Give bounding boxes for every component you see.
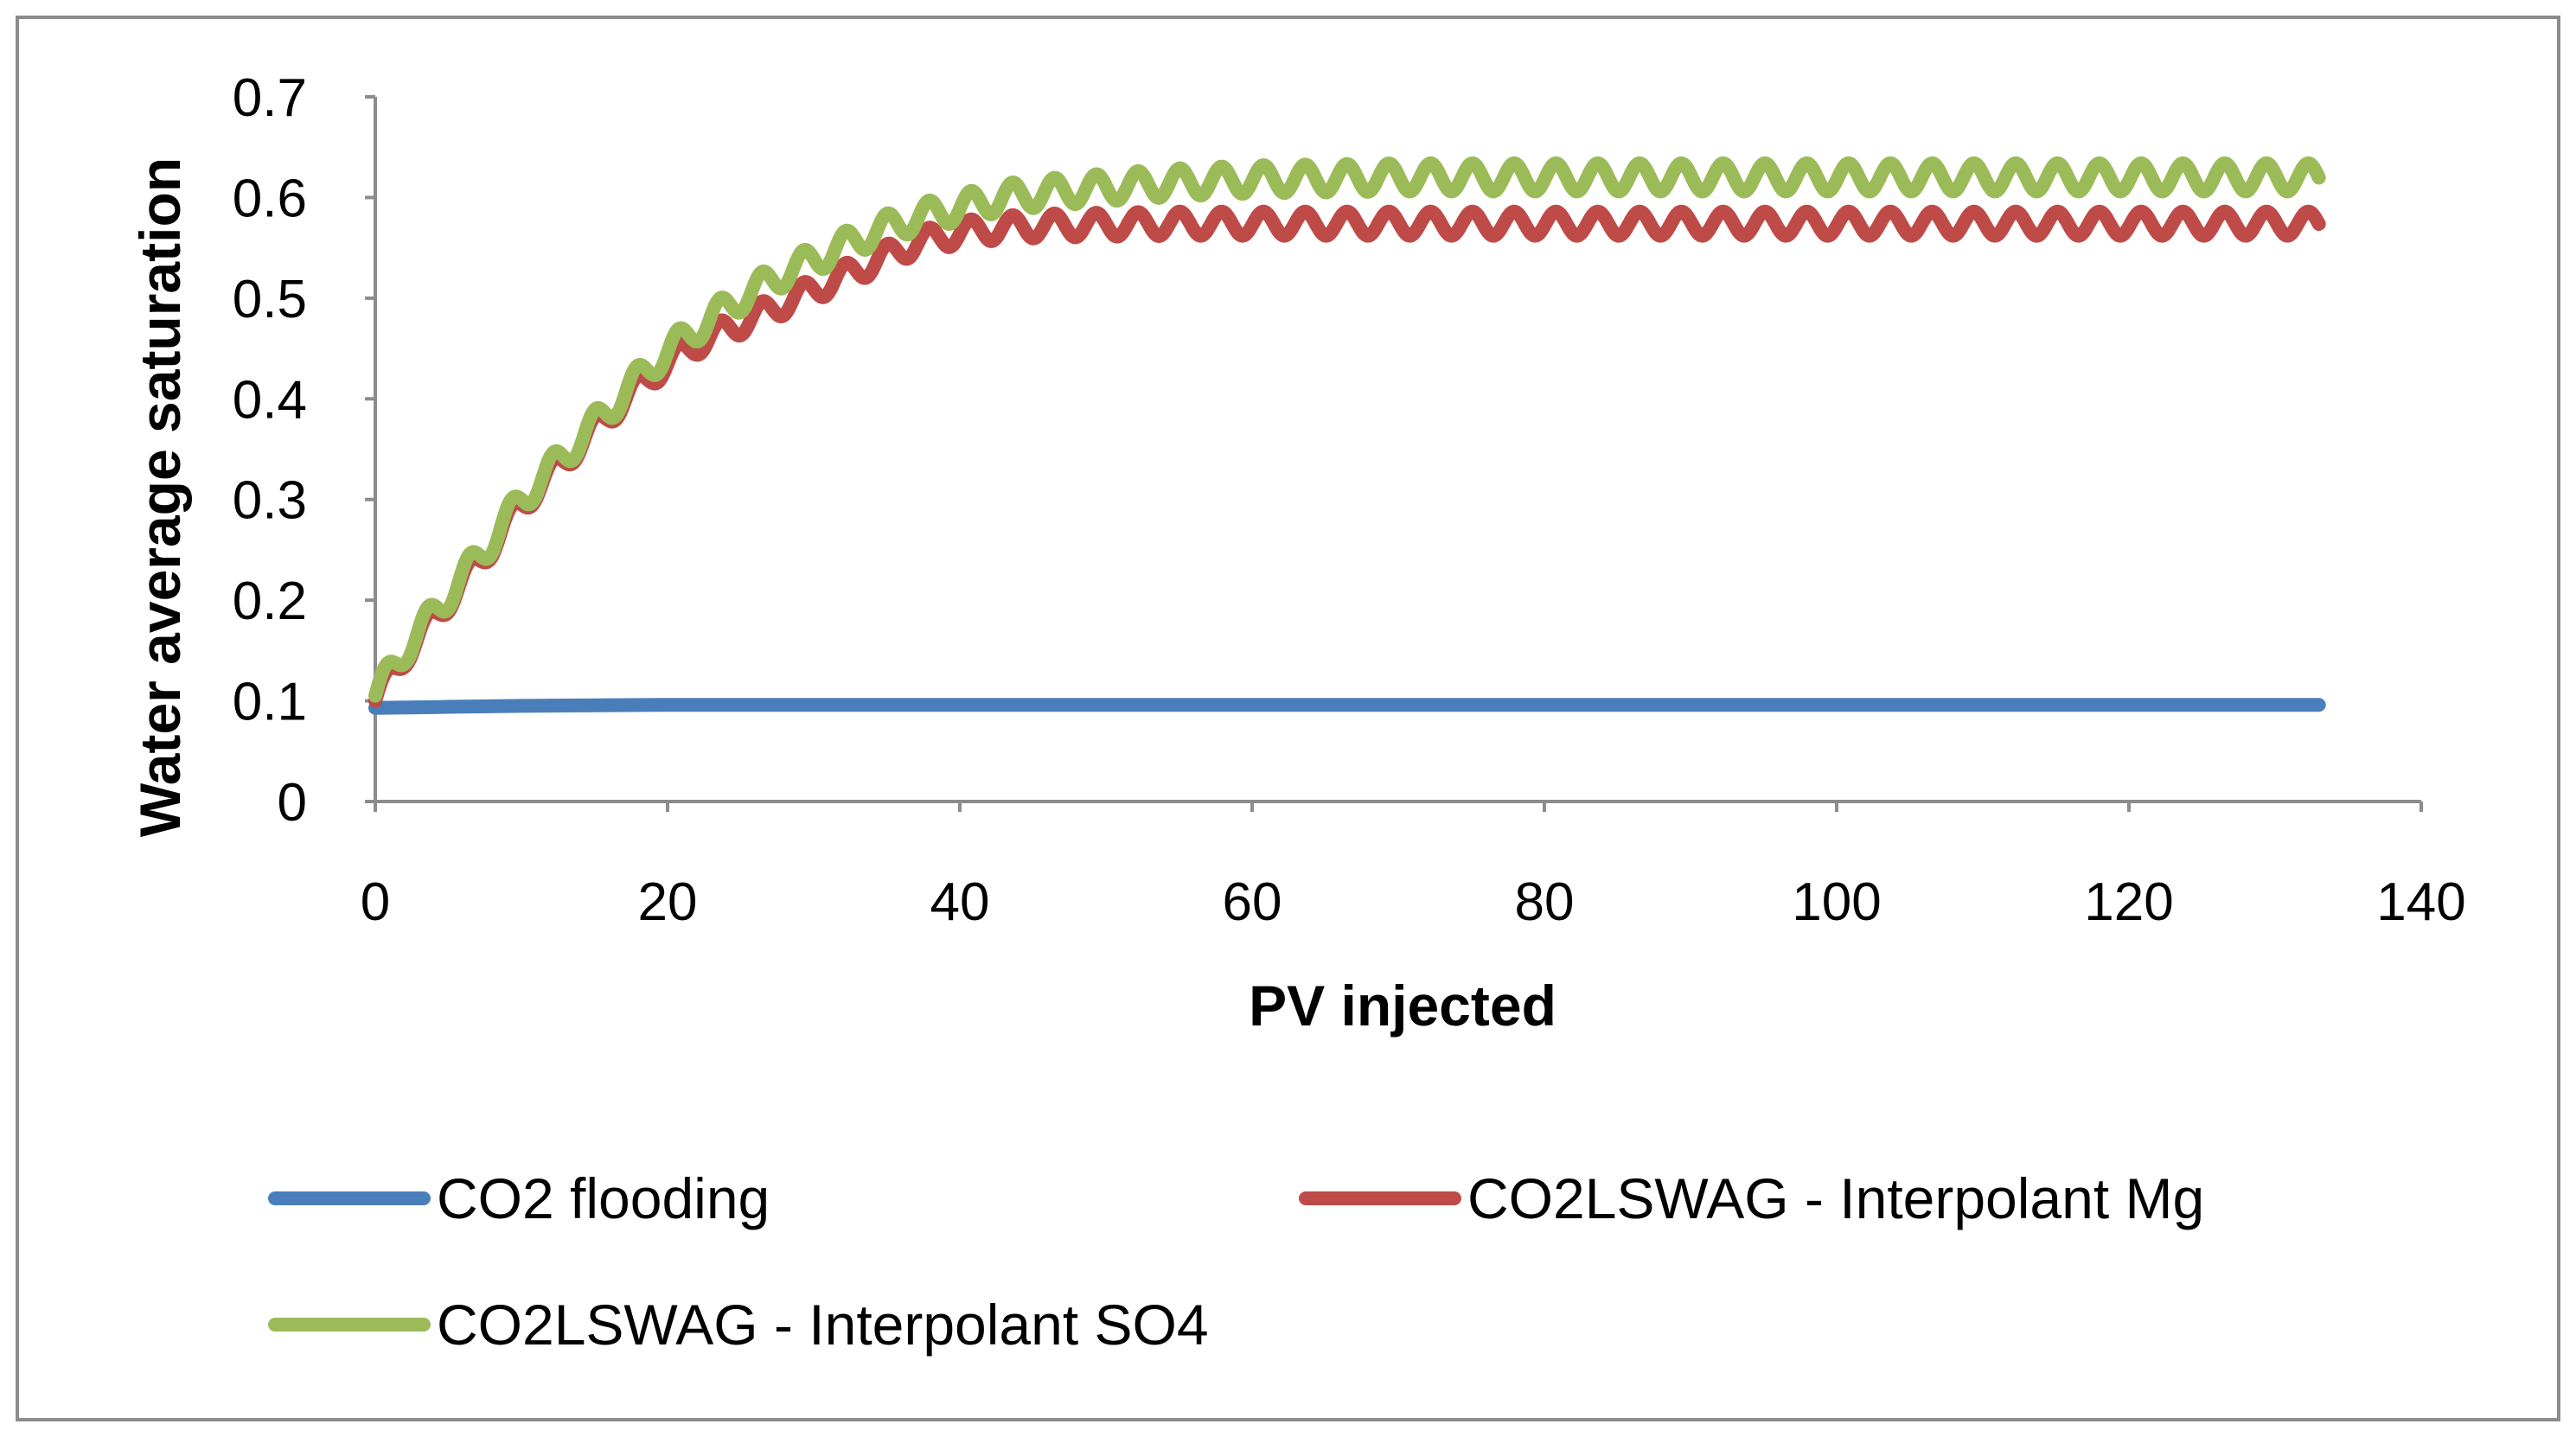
legend-label-co2-flooding: CO2 flooding <box>437 1166 770 1230</box>
x-tick-label: 40 <box>930 872 990 932</box>
y-tick-label: 0.1 <box>233 673 307 732</box>
series-layer <box>368 156 2326 715</box>
series-line-co2-flooding <box>368 698 2326 715</box>
y-tick-label: 0.5 <box>233 270 307 329</box>
tick-layer: 0 0.1 0.2 0.3 0.4 0.5 0.6 0.7 0 20 40 60 80 100 120 140 <box>233 68 2466 932</box>
x-tick-label: 80 <box>1515 872 1575 932</box>
x-tick-label: 140 <box>2376 872 2465 932</box>
legend-label-mg: CO2LSWAG - Interpolant Mg <box>1467 1166 2204 1230</box>
x-tick-label: 100 <box>1792 872 1881 932</box>
y-tick-label: 0.4 <box>233 370 307 430</box>
series-line-so4 <box>368 156 2326 703</box>
series-line-mg <box>368 204 2326 708</box>
y-tick-label: 0 <box>278 773 307 833</box>
legend-label-so4: CO2LSWAG - Interpolant SO4 <box>437 1293 1209 1357</box>
legend: CO2 flooding CO2LSWAG - Interpolant Mg C… <box>268 1166 2204 1357</box>
y-tick-label: 0.2 <box>233 572 307 631</box>
chart-border <box>16 16 2560 1421</box>
x-tick-label: 0 <box>361 872 390 932</box>
x-tick-label: 120 <box>2084 872 2173 932</box>
y-tick-label: 0.6 <box>233 169 307 228</box>
x-tick-label: 60 <box>1223 872 1282 932</box>
x-axis-title: PV injected <box>1249 974 1556 1038</box>
x-tick-label: 20 <box>638 872 698 932</box>
y-tick-label: 0.3 <box>233 471 307 531</box>
y-tick-label: 0.7 <box>233 68 307 128</box>
y-axis-title: Water average saturation <box>128 157 192 837</box>
